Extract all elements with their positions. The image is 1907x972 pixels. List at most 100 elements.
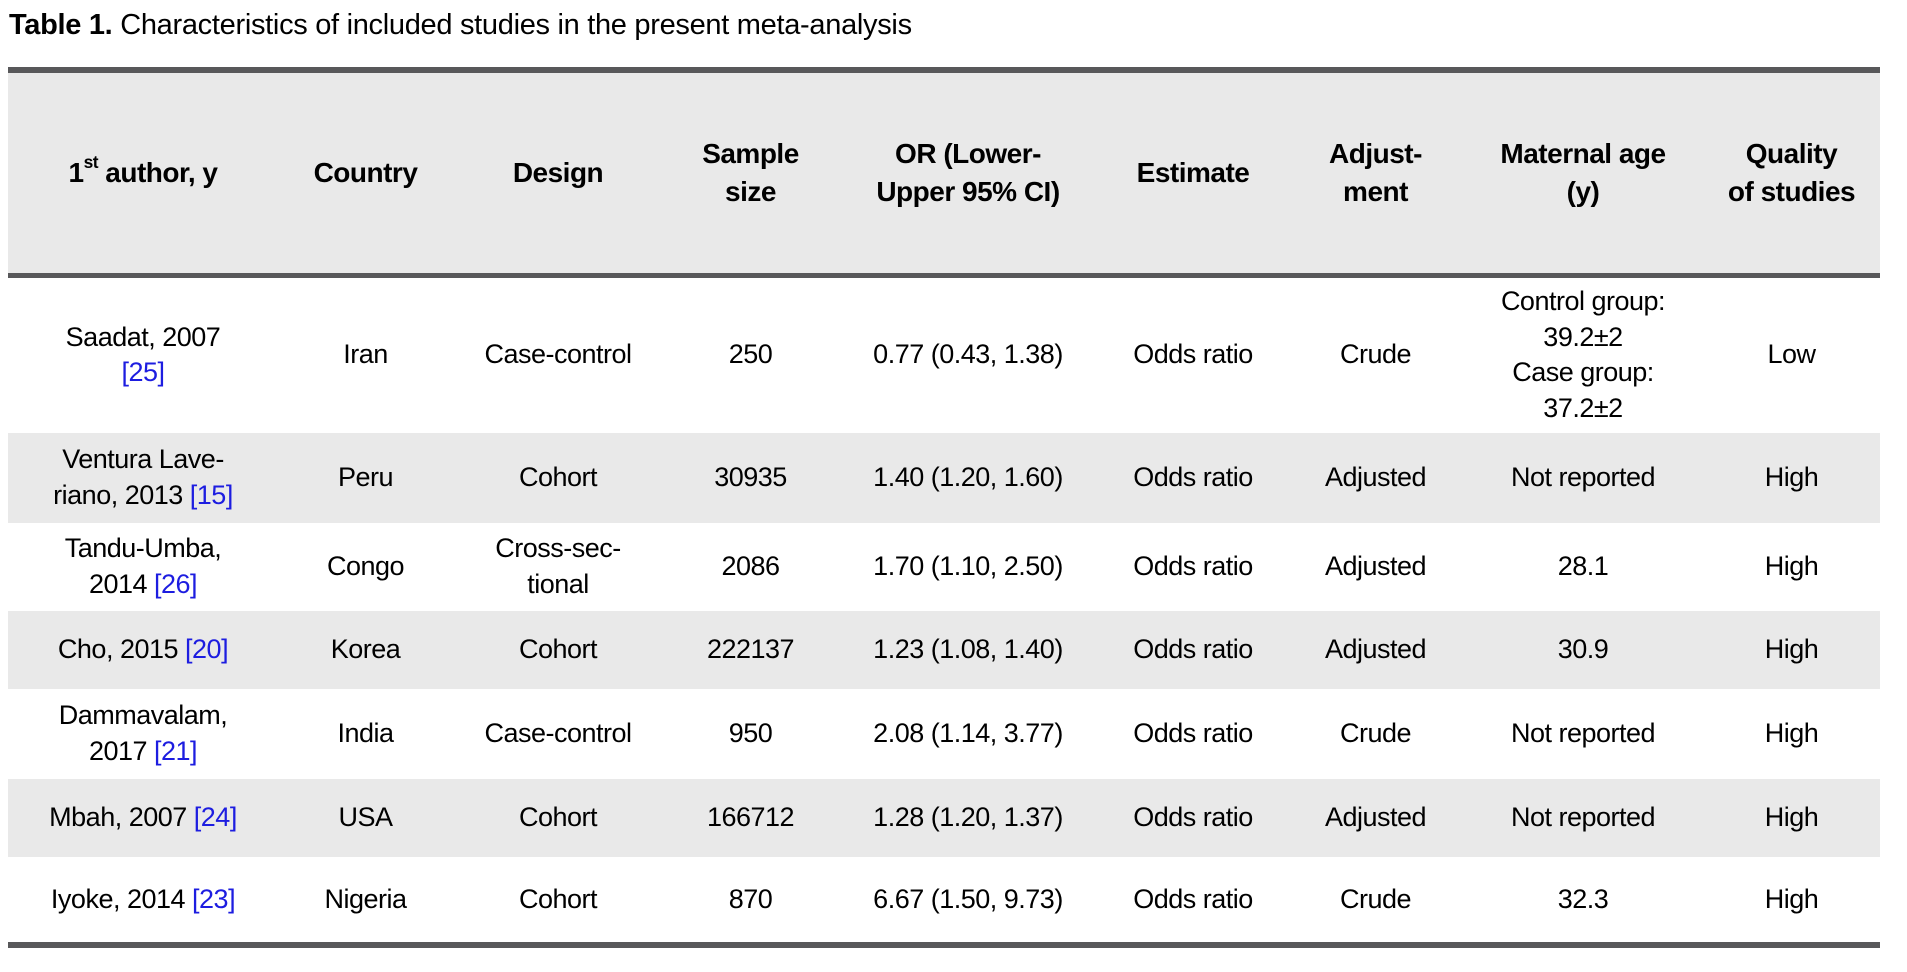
cell-adjustment: Adjusted — [1324, 802, 1427, 833]
cell-author: Ventura Lave- riano, 2013 [15] — [8, 433, 278, 523]
cell-or_ci: 2.08 (1.14, 3.77) — [873, 718, 1063, 749]
cell-design: Cross-sec- tional — [495, 533, 621, 599]
table-row: Cho, 2015 [20] Korea Cohort 222137 1.23 (1.0… — [8, 611, 1880, 689]
table-header: 1st author, y Country Design Sample size OR … — [8, 70, 1880, 275]
cell-sample_size: 250 — [728, 339, 773, 370]
cell-sample_size: 222137 — [706, 634, 795, 665]
citation-link[interactable]: [23] — [192, 883, 236, 914]
cell-estimate: Odds ratio — [1133, 883, 1253, 914]
cell-quality: Low — [1767, 339, 1816, 370]
cell-maternal_age: 28.1 — [1557, 551, 1609, 582]
column-header-sample_size: Sample size — [702, 137, 799, 207]
cell-country: Iran — [343, 339, 388, 370]
cell-country: Congo — [326, 551, 405, 582]
cell-or_ci: 1.70 (1.10, 2.50) — [873, 551, 1063, 582]
cell-or_ci: 0.77 (0.43, 1.38) — [873, 339, 1063, 370]
table-body: Saadat, 2007 [25] Iran Case-control 250 0.77… — [8, 275, 1880, 945]
study-author-year: Saadat, 2007 — [65, 321, 221, 352]
column-header-adjustment: Adjust- ment — [1329, 137, 1422, 207]
studies-table: 1st author, y Country Design Sample size OR … — [8, 67, 1880, 948]
study-author-year: Cho, 2015 — [57, 634, 186, 665]
column-header-country: Country — [313, 156, 418, 188]
cell-maternal_age: Control group: 39.2±2 Case group: 37.2±2 — [1500, 286, 1666, 423]
table-caption: Table 1. Characteristics of included stu… — [0, 0, 1907, 42]
cell-estimate: Odds ratio — [1133, 551, 1253, 582]
cell-design: Cohort — [518, 462, 598, 493]
cell-quality: High — [1764, 551, 1819, 582]
citation-link[interactable]: [24] — [193, 802, 238, 833]
table-row: Dammavalam, 2017 [21] India Case-control 95… — [8, 689, 1880, 779]
cell-author: Saadat, 2007 [25] — [8, 275, 278, 433]
cell-maternal_age: Not reported — [1510, 718, 1656, 749]
table-row: Mbah, 2007 [24] USA Cohort 166712 1.28 (1.20… — [8, 779, 1880, 857]
cell-sample_size: 950 — [728, 718, 773, 749]
table-row: Tandu-Umba, 2014 [26] Congo Cross-sec- tio… — [8, 523, 1880, 611]
cell-estimate: Odds ratio — [1133, 634, 1253, 665]
cell-sample_size: 870 — [728, 883, 773, 914]
citation-link[interactable]: [15] — [189, 480, 234, 510]
cell-maternal_age: 32.3 — [1557, 883, 1609, 914]
cell-design: Cohort — [518, 634, 598, 665]
cell-or_ci: 1.40 (1.20, 1.60) — [873, 462, 1063, 493]
cell-design: Cohort — [518, 883, 598, 914]
cell-country: Peru — [337, 462, 394, 493]
cell-maternal_age: Not reported — [1510, 802, 1656, 833]
citation-link[interactable]: [25] — [121, 357, 165, 388]
cell-sample_size: 30935 — [714, 462, 787, 493]
table-row: Iyoke, 2014 [23] Nigeria Cohort 870 6.67 (1.… — [8, 857, 1880, 945]
citation-link[interactable]: [20] — [185, 634, 229, 665]
study-author-year: Dammavalam, 2017 — [58, 700, 228, 766]
study-author-year: Iyoke, 2014 — [50, 883, 193, 914]
cell-estimate: Odds ratio — [1133, 339, 1253, 370]
cell-country: India — [337, 718, 394, 749]
cell-author: Dammavalam, 2017 [21] — [8, 689, 278, 779]
cell-adjustment: Adjusted — [1324, 551, 1427, 582]
cell-sample_size: 2086 — [721, 551, 780, 582]
table-caption-text: Characteristics of included studies in t… — [112, 9, 912, 41]
cell-adjustment: Adjusted — [1324, 462, 1427, 493]
column-header-quality: Quality of studies — [1727, 137, 1856, 207]
cell-or_ci: 1.23 (1.08, 1.40) — [873, 634, 1063, 665]
cell-estimate: Odds ratio — [1133, 802, 1253, 833]
study-author-year: Tandu-Umba, 2014 — [64, 533, 222, 599]
cell-adjustment: Crude — [1339, 883, 1412, 914]
author-header-text: author, y — [98, 156, 218, 188]
cell-author: Mbah, 2007 [24] — [8, 779, 278, 857]
cell-country: Korea — [330, 634, 401, 665]
cell-author: Tandu-Umba, 2014 [26] — [8, 523, 278, 611]
cell-country: USA — [338, 802, 393, 833]
cell-or_ci: 6.67 (1.50, 9.73) — [873, 883, 1063, 914]
column-header-maternal_age: Maternal age (y) — [1500, 137, 1666, 207]
citation-link[interactable]: [26] — [154, 569, 198, 599]
cell-quality: High — [1764, 883, 1819, 914]
cell-adjustment: Adjusted — [1324, 634, 1427, 665]
cell-design: Cohort — [518, 802, 598, 833]
cell-design: Case-control — [484, 718, 632, 749]
column-header-or_ci: OR (Lower- Upper 95% CI) — [876, 137, 1060, 207]
cell-adjustment: Crude — [1339, 339, 1412, 370]
cell-or_ci: 1.28 (1.20, 1.37) — [873, 802, 1063, 833]
table-row: Saadat, 2007 [25] Iran Case-control 250 0.77… — [8, 275, 1880, 433]
cell-author: Cho, 2015 [20] — [8, 611, 278, 689]
citation-link[interactable]: [21] — [154, 736, 198, 766]
cell-estimate: Odds ratio — [1133, 718, 1253, 749]
author-header-number: 1 — [68, 156, 85, 188]
cell-maternal_age: Not reported — [1510, 462, 1656, 493]
study-author-year: Mbah, 2007 — [49, 802, 194, 833]
cell-estimate: Odds ratio — [1133, 462, 1253, 493]
cell-adjustment: Crude — [1339, 718, 1412, 749]
cell-sample_size: 166712 — [706, 802, 795, 833]
cell-author: Iyoke, 2014 [23] — [8, 857, 278, 945]
table-caption-label: Table 1. — [9, 9, 113, 41]
cell-country: Nigeria — [324, 883, 407, 914]
column-header-estimate: Estimate — [1136, 156, 1250, 188]
author-header-ordinal-suffix: st — [83, 151, 99, 172]
cell-quality: High — [1764, 462, 1819, 493]
cell-quality: High — [1764, 634, 1819, 665]
table-header-row: 1st author, y Country Design Sample size OR … — [8, 70, 1880, 275]
column-header-author: 1st author, y — [8, 70, 278, 275]
studies-table-container: 1st author, y Country Design Sample size OR … — [8, 67, 1880, 948]
study-author-year: Ventura Lave- riano, 2013 — [53, 444, 224, 510]
cell-design: Case-control — [484, 339, 632, 370]
cell-quality: High — [1764, 802, 1819, 833]
